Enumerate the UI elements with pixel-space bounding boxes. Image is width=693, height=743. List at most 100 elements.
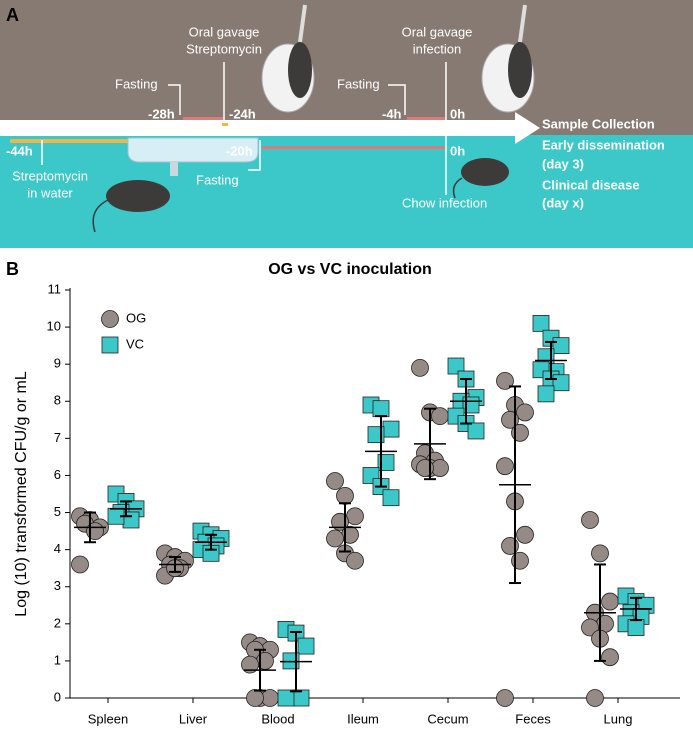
data-point bbox=[326, 529, 344, 548]
fasting-bar bbox=[183, 117, 223, 120]
y-tick-label: 8 bbox=[54, 393, 61, 408]
time-label: 0h bbox=[450, 143, 465, 158]
data-point bbox=[411, 358, 429, 377]
data-point bbox=[496, 689, 514, 707]
time-label: 0h bbox=[450, 106, 465, 121]
leader-line bbox=[168, 84, 181, 115]
data-point bbox=[372, 400, 390, 418]
fasting-bar bbox=[407, 117, 445, 120]
timeline-label: infection bbox=[413, 41, 461, 56]
timeline-label: Fasting bbox=[196, 172, 239, 187]
x-tick-label: Blood bbox=[261, 711, 294, 726]
data-point bbox=[552, 374, 570, 392]
leader-line bbox=[388, 84, 406, 115]
data-point bbox=[431, 407, 449, 426]
data-point bbox=[601, 648, 619, 667]
y-tick-label: 11 bbox=[48, 281, 62, 296]
data-point bbox=[496, 371, 514, 390]
timeline-label: Oral gavage bbox=[402, 24, 473, 39]
data-point bbox=[241, 655, 259, 674]
legend-marker bbox=[101, 336, 119, 354]
legend-label: OG bbox=[126, 310, 146, 325]
timeline-label: Streptomycin bbox=[12, 168, 88, 183]
legend-label: VC bbox=[126, 336, 144, 351]
data-point bbox=[447, 357, 465, 375]
syringe bbox=[298, 4, 307, 43]
upper-band bbox=[0, 0, 693, 135]
data-point bbox=[326, 472, 344, 490]
data-point bbox=[71, 555, 89, 574]
data-point bbox=[581, 618, 599, 637]
x-tick-label: Ileum bbox=[347, 711, 379, 726]
timeline-label: Early dissemination bbox=[542, 137, 665, 152]
timeline-label: (day 3) bbox=[542, 156, 584, 171]
data-point bbox=[292, 689, 310, 707]
timeline-label: Fasting bbox=[337, 76, 380, 91]
gavage-bar bbox=[222, 123, 228, 126]
water-bottle bbox=[127, 137, 259, 163]
data-point bbox=[346, 507, 364, 526]
syringe bbox=[518, 4, 527, 43]
timeline-label: Fasting bbox=[115, 76, 158, 91]
panel-label: A bbox=[6, 5, 19, 25]
data-point bbox=[336, 486, 354, 505]
x-tick-label: Lung bbox=[604, 711, 633, 726]
fasting-bar bbox=[262, 146, 446, 149]
mouse-icon bbox=[288, 42, 312, 98]
y-tick-label: 6 bbox=[54, 467, 61, 482]
data-point bbox=[627, 619, 645, 636]
timeline-label: Sample Collection bbox=[542, 116, 655, 131]
x-tick-label: Spleen bbox=[88, 711, 128, 726]
time-label: -4h bbox=[382, 106, 402, 121]
leader-line bbox=[248, 140, 261, 171]
data-point bbox=[532, 314, 550, 332]
data-point bbox=[346, 551, 364, 570]
time-label: -24h bbox=[229, 106, 256, 121]
timeline-label: Streptomycin bbox=[186, 41, 262, 56]
y-tick-label: 0 bbox=[54, 689, 61, 704]
y-tick-label: 2 bbox=[54, 615, 61, 630]
mouse-tail bbox=[452, 177, 463, 199]
data-point bbox=[277, 689, 295, 707]
y-tick-label: 9 bbox=[54, 356, 61, 371]
data-point bbox=[601, 592, 619, 611]
data-point bbox=[552, 337, 570, 355]
data-point bbox=[516, 403, 534, 422]
timeline-arrow bbox=[0, 112, 540, 144]
time-label: -28h bbox=[148, 106, 175, 121]
data-point bbox=[581, 511, 599, 529]
panel-label: B bbox=[6, 259, 19, 279]
legend-marker bbox=[101, 310, 119, 328]
mouse-icon bbox=[106, 180, 170, 212]
y-tick-label: 1 bbox=[54, 652, 61, 667]
x-tick-label: Feces bbox=[515, 711, 551, 726]
timeline-label: Oral gavage bbox=[189, 24, 260, 39]
chart-title: OG vs VC inoculation bbox=[268, 261, 432, 278]
data-point bbox=[537, 385, 555, 403]
mouse-tail bbox=[92, 199, 109, 233]
data-point bbox=[246, 689, 264, 707]
y-tick-label: 4 bbox=[54, 541, 61, 556]
timeline-label: Clinical disease bbox=[542, 177, 640, 192]
time-label: -20h bbox=[226, 143, 253, 158]
data-point bbox=[591, 544, 609, 563]
data-point bbox=[467, 422, 485, 440]
y-tick-label: 7 bbox=[54, 430, 61, 445]
data-point bbox=[516, 525, 534, 544]
timeline-label: Chow infection bbox=[402, 195, 487, 210]
data-point bbox=[431, 459, 449, 477]
data-point bbox=[297, 637, 315, 655]
y-tick-label: 3 bbox=[54, 578, 61, 593]
y-tick-label: 10 bbox=[47, 319, 61, 334]
time-label: -44h bbox=[6, 143, 33, 158]
y-tick-label: 5 bbox=[54, 504, 61, 519]
data-point bbox=[382, 489, 400, 507]
mouse-icon bbox=[508, 42, 532, 98]
timeline-label: (day x) bbox=[542, 195, 584, 210]
bottle-spout bbox=[170, 162, 178, 176]
data-point bbox=[382, 420, 400, 438]
timeline-label: in water bbox=[27, 185, 73, 200]
x-tick-label: Cecum bbox=[427, 711, 468, 726]
data-point bbox=[261, 689, 279, 707]
